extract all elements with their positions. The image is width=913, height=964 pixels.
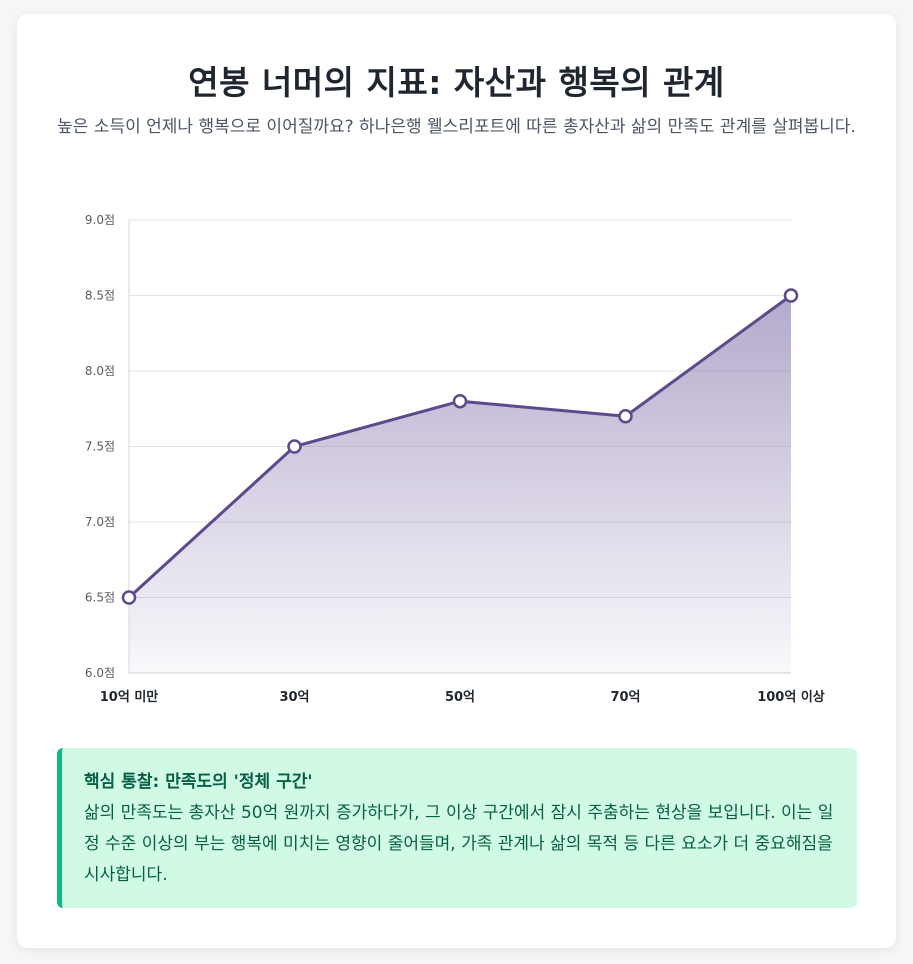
- data-point[interactable]: [618, 409, 633, 424]
- x-tick-label: 30억: [279, 690, 309, 705]
- page-title: 연봉 너머의 지표: 자산과 행복의 관계: [188, 63, 725, 102]
- data-point[interactable]: [287, 439, 302, 454]
- y-tick-label: 6.0점: [85, 666, 115, 680]
- page-subtitle: 높은 소득이 언제나 행복으로 이어질까요? 하나은행 웰스리포트에 따른 총자…: [57, 117, 856, 137]
- report-card: 연봉 너머의 지표: 자산과 행복의 관계 높은 소득이 언제나 행복으로 이어…: [17, 14, 896, 948]
- y-axis-tick-labels: 6.0점 6.5점 7.0점 7.5점 8.0점 8.5점 9.0점: [85, 213, 115, 680]
- y-tick-label: 9.0점: [85, 213, 115, 227]
- satisfaction-area-chart: 6.0점 6.5점 7.0점 7.5점 8.0점 8.5점 9.0점 10억 미만 30억 50…: [85, 213, 825, 705]
- chart-area-layer: [127, 294, 792, 673]
- data-point[interactable]: [783, 288, 799, 303]
- y-tick-label: 8.0점: [85, 364, 115, 378]
- x-tick-label: 70억: [610, 690, 640, 705]
- x-tick-label: 100억 이상: [757, 689, 825, 705]
- y-tick-label: 7.0점: [85, 515, 115, 529]
- data-point[interactable]: [452, 393, 468, 409]
- insight-title: 핵심 통찰: 만족도의 '정체 구간': [84, 772, 313, 792]
- x-axis-tick-labels: 10억 미만 30억 50억 70억 100억 이상: [100, 689, 825, 705]
- y-tick-label: 8.5점: [85, 289, 115, 303]
- series-area-fill: [129, 295, 791, 673]
- chart-data-points: [121, 288, 799, 605]
- insight-body: 삶의 만족도는 총자산 50억 원까지 증가하다가, 그 이상 구간에서 잠시 …: [84, 803, 834, 885]
- insight-callout: 핵심 통찰: 만족도의 '정체 구간' 삶의 만족도는 총자산 50억 원까지 …: [57, 748, 857, 908]
- y-tick-label: 6.5점: [85, 591, 115, 605]
- x-tick-label: 50억: [445, 690, 475, 705]
- y-tick-label: 7.5점: [85, 440, 115, 454]
- x-tick-label: 10억 미만: [100, 689, 159, 705]
- data-point[interactable]: [121, 590, 137, 605]
